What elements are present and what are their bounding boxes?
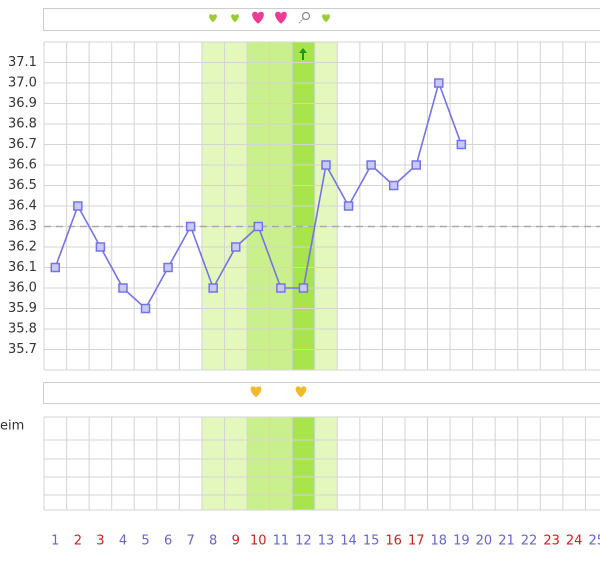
temperature-marker [457,141,465,149]
temperature-marker [412,161,420,169]
y-tick-label: 36.5 [8,178,37,193]
x-tick-label: 17 [408,534,425,549]
x-tick-label: 24 [566,534,583,549]
column-shade [202,417,225,510]
y-tick-label: 36.1 [8,260,37,275]
y-tick-label: 36.6 [8,158,37,173]
temperature-marker [435,79,443,87]
temperature-marker [322,161,330,169]
temperature-marker [187,223,195,231]
x-tick-label: 22 [521,534,538,549]
x-tick-label: 3 [96,534,104,549]
x-tick-label: 8 [209,534,217,549]
column-shade [315,417,338,510]
y-tick-label: 36.9 [8,96,37,111]
x-tick-label: 23 [543,534,560,549]
temperature-marker [96,243,104,251]
x-tick-label: 9 [232,534,240,549]
temperature-marker [367,161,375,169]
y-tick-label: 36.4 [8,199,37,214]
x-tick-label: 1 [51,534,59,549]
temperature-marker [209,284,217,292]
y-tick-label: 36.7 [8,137,37,152]
y-tick-label: 37.0 [8,76,37,91]
x-tick-label: 10 [250,534,267,549]
y-tick-label: 36.0 [8,281,37,296]
temperature-marker [390,182,398,190]
y-tick-label: 35.9 [8,301,37,316]
temperature-marker [299,284,307,292]
x-tick-label: 19 [453,534,470,549]
y-tick-label: 35.8 [8,322,37,337]
y-tick-label: 36.8 [8,117,37,132]
column-shade [224,417,247,510]
temperature-marker [277,284,285,292]
intercourse-strip [44,383,600,404]
x-tick-label: 7 [186,534,194,549]
y-tick-label: 37.1 [8,55,37,70]
panel-label: eim [0,419,24,434]
x-tick-label: 12 [295,534,312,549]
temperature-marker [119,284,127,292]
x-tick-label: 20 [476,534,493,549]
x-tick-label: 6 [164,534,172,549]
column-shade [270,417,293,510]
y-tick-label: 35.7 [8,342,37,357]
temperature-marker [142,305,150,313]
x-tick-label: 11 [273,534,290,549]
temperature-marker [74,202,82,210]
symptom-strip [44,9,600,31]
x-tick-label: 14 [340,534,357,549]
x-tick-label: 15 [363,534,380,549]
temperature-marker [51,264,59,272]
temperature-marker [345,202,353,210]
y-tick-label: 36.3 [8,219,37,234]
temperature-marker [232,243,240,251]
y-tick-label: 36.2 [8,240,37,255]
column-shade [247,417,270,510]
temperature-marker [164,264,172,272]
x-tick-label: 18 [431,534,448,549]
x-tick-label: 16 [385,534,402,549]
temperature-marker [254,223,262,231]
x-tick-label: 25 [588,534,600,549]
x-tick-label: 21 [498,534,515,549]
x-tick-label: 2 [74,534,82,549]
x-tick-label: 4 [119,534,127,549]
x-tick-label: 5 [141,534,149,549]
column-shade [292,417,315,510]
x-tick-label: 13 [318,534,335,549]
